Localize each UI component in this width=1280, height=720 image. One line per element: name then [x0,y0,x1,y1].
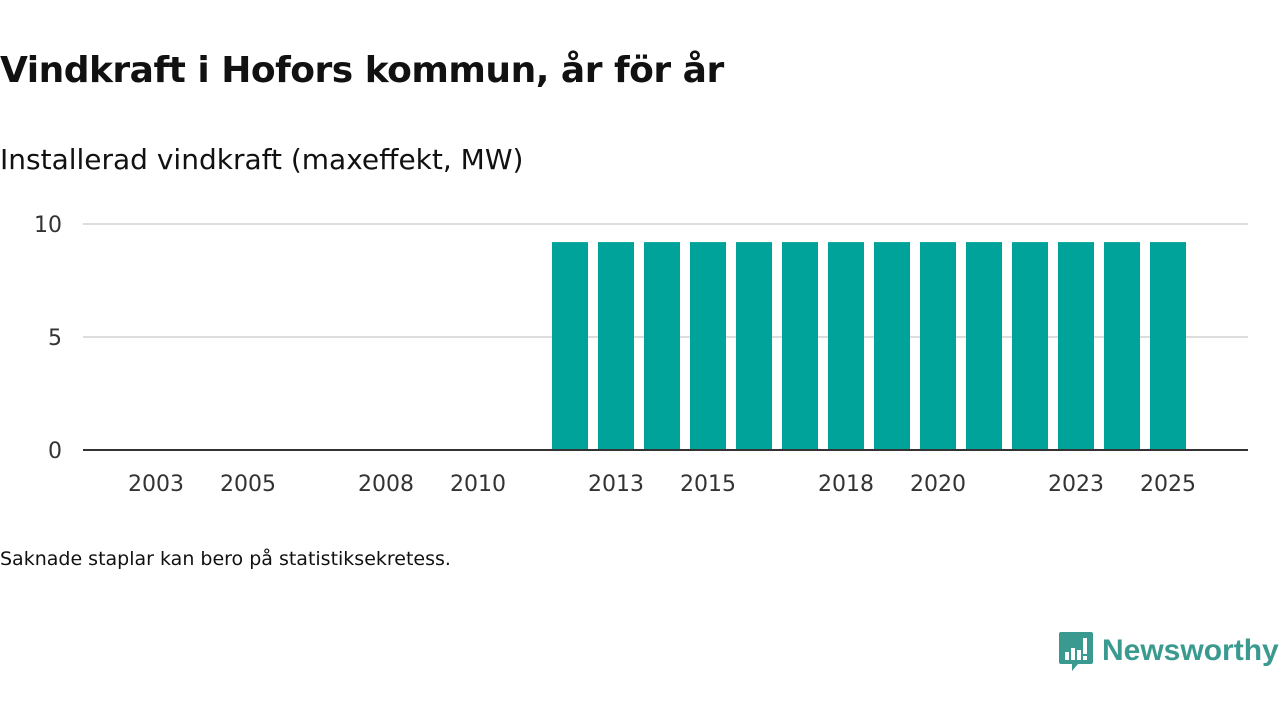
bar-2024 [1104,242,1140,450]
bar-2015 [690,242,726,450]
logo-text: Newsworthy [1102,634,1279,667]
bar-2022 [1012,242,1048,450]
bar-2014 [644,242,680,450]
x-tick-label: 2013 [588,472,644,497]
chart-title: Vindkraft i Hofors kommun, år för år [0,50,724,91]
x-tick-label: 2010 [450,472,506,497]
bar-2021 [966,242,1002,450]
chart-subtitle: Installerad vindkraft (maxeffekt, MW) [0,143,524,176]
x-tick-label: 2020 [910,472,966,497]
bar-2017 [782,242,818,450]
footnote: Saknade staplar kan bero på statistiksek… [0,548,451,570]
logo-icon [1059,632,1093,671]
x-tick-label: 2018 [818,472,874,497]
x-tick-label: 2015 [680,472,736,497]
x-tick-label: 2005 [220,472,276,497]
x-tick-label: 2008 [358,472,414,497]
x-tick-label: 2025 [1140,472,1196,497]
y-tick-label: 0 [48,439,62,464]
bar-2016 [736,242,772,450]
bar-2013 [598,242,634,450]
x-tick-label: 2023 [1048,472,1104,497]
bar-2023 [1058,242,1094,450]
y-tick-label: 5 [48,326,62,351]
bar-2020 [920,242,956,450]
bar-2025 [1150,242,1186,450]
bar-2018 [828,242,864,450]
newsworthy-logo: Newsworthy [1058,630,1279,672]
bar-2019 [874,242,910,450]
y-tick-label: 10 [34,213,62,238]
bar-2012 [552,242,588,450]
x-tick-label: 2003 [128,472,184,497]
